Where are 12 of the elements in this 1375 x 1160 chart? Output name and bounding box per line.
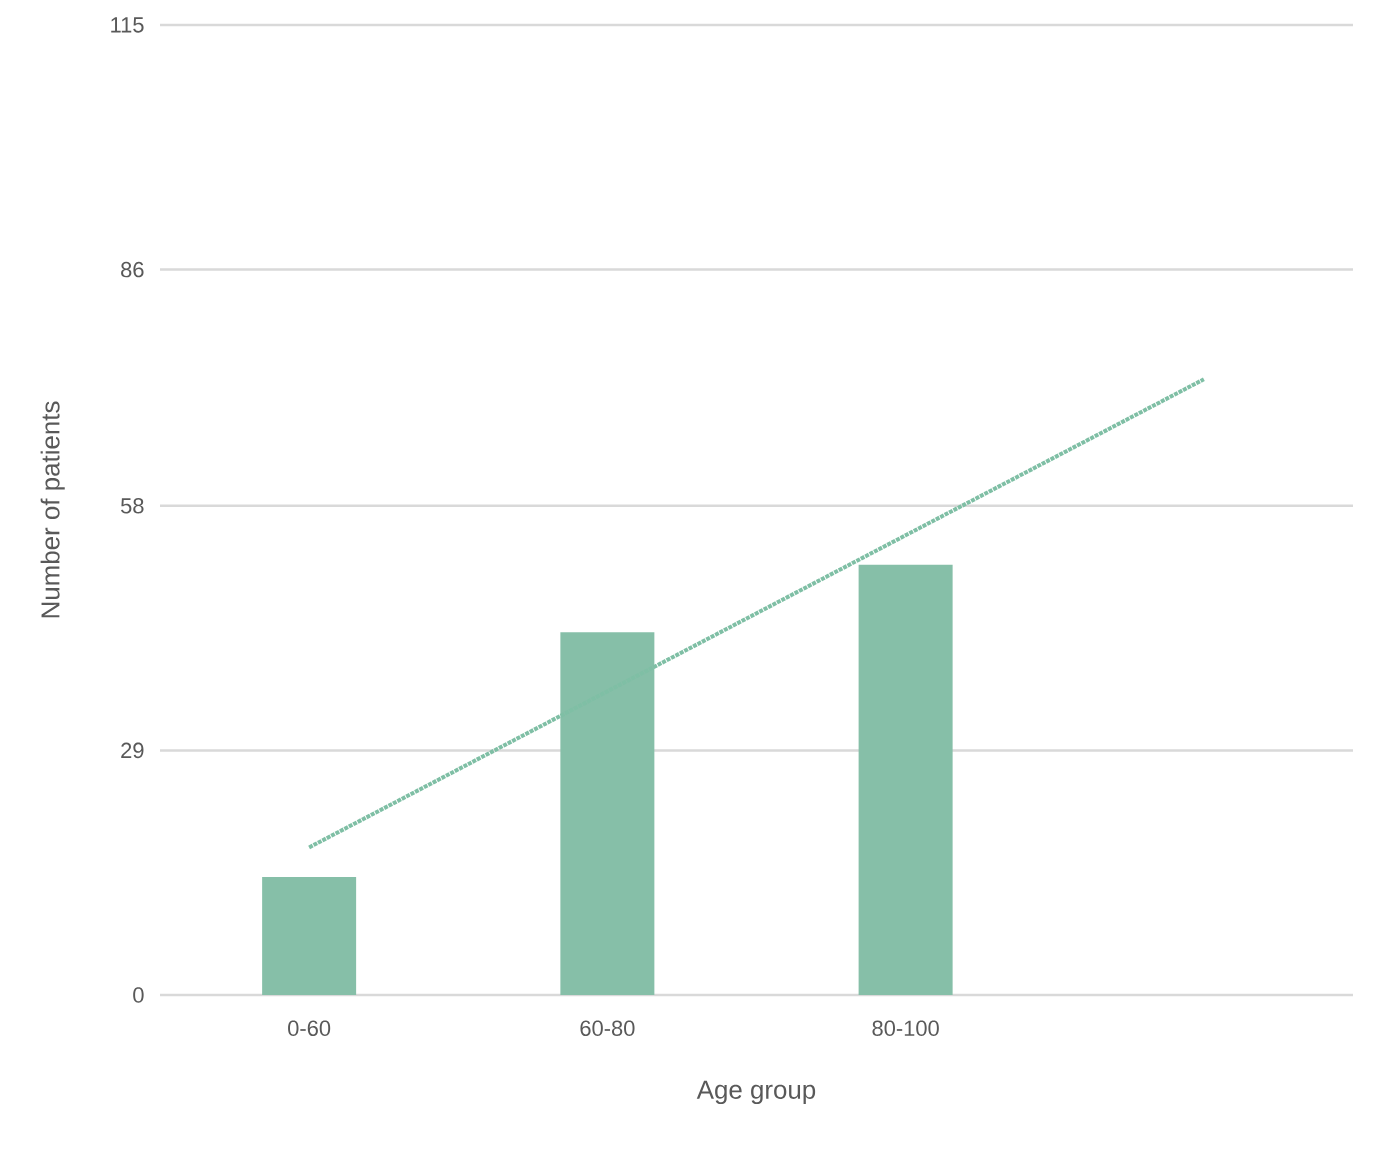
y-tick-label: 29 <box>121 742 144 759</box>
x-tick-label: 60-80 <box>580 1020 635 1037</box>
x-axis-title: Age group <box>696 1080 816 1105</box>
x-tick-label: 0-60 <box>288 1020 331 1037</box>
y-tick-label: 58 <box>120 498 144 514</box>
y-axis-title: Number of patients <box>40 401 65 618</box>
bar <box>262 876 357 995</box>
x-tick-label: 80-100 <box>872 1020 939 1037</box>
bar <box>858 564 953 995</box>
y-tick-label: 86 <box>121 261 144 278</box>
y-tick-label: 115 <box>111 17 144 33</box>
y-tick-label: 0 <box>133 987 144 1003</box>
